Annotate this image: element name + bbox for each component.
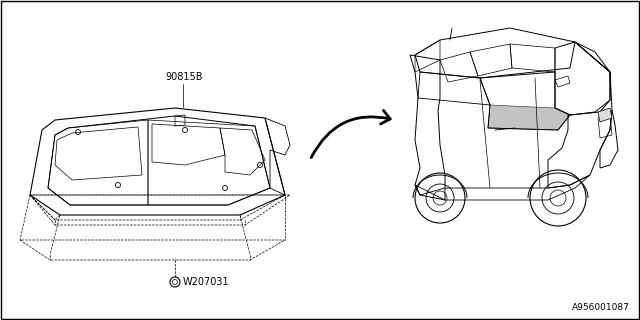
FancyArrowPatch shape — [311, 110, 390, 157]
Text: 90815B: 90815B — [165, 72, 202, 82]
Text: A956001087: A956001087 — [572, 303, 630, 312]
Polygon shape — [598, 108, 612, 122]
Polygon shape — [488, 105, 570, 130]
Text: W207031: W207031 — [183, 277, 230, 287]
